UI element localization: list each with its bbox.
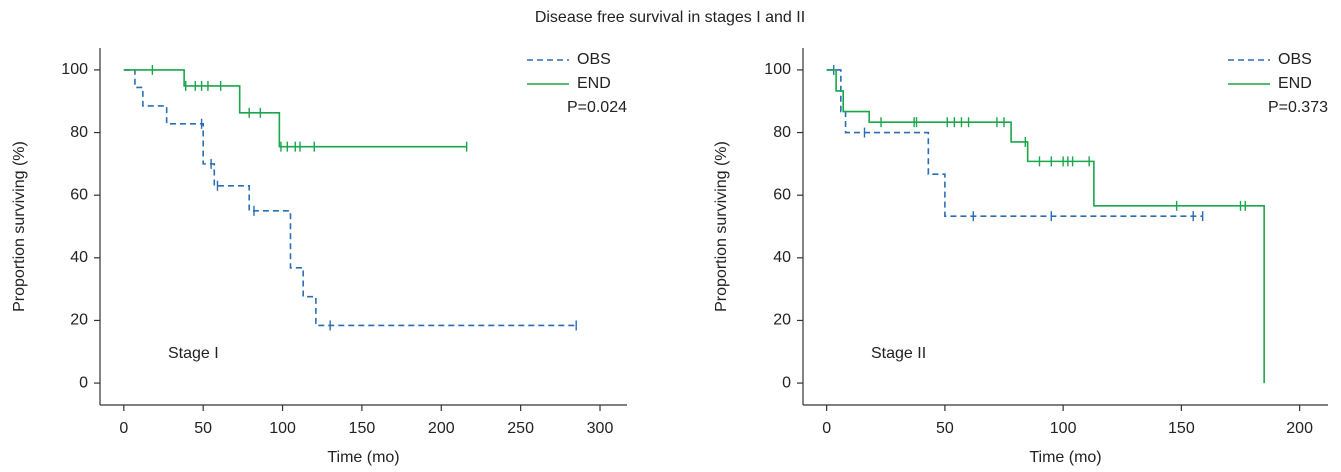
x-tick-label: 250 [507,420,534,437]
y-tick-label: 80 [773,124,791,141]
legend-label: OBS [577,51,611,68]
survival-curve [123,69,467,148]
survival-curve [123,69,577,327]
x-tick-label: 150 [349,420,376,437]
y-axis-label: Proportion surviving (%) [713,141,730,312]
x-tick-label: 0 [119,420,128,437]
x-tick-label: 200 [1286,420,1313,437]
legend-label: OBS [1278,51,1312,68]
panel-label: Stage I [168,345,219,362]
y-tick-label: 0 [79,374,88,391]
y-tick-label: 40 [773,249,791,266]
legend-label: END [577,75,611,92]
x-tick-label: 100 [269,420,296,437]
panel-label: Stage II [871,345,926,362]
y-tick-label: 100 [764,61,791,78]
survival-curve [826,69,1265,384]
y-axis-label: Proportion surviving (%) [11,141,28,312]
x-tick-label: 0 [822,420,831,437]
x-tick-label: 50 [936,420,954,437]
x-axis-label: Time (mo) [327,449,399,466]
survival-curve [826,69,1203,217]
x-tick-label: 200 [428,420,455,437]
y-tick-label: 20 [773,312,791,329]
y-tick-label: 60 [773,186,791,203]
y-tick-label: 60 [70,186,88,203]
p-value: P=0.024 [567,99,627,116]
y-tick-label: 0 [782,374,791,391]
y-tick-label: 100 [61,61,88,78]
legend-label: END [1278,75,1312,92]
p-value: P=0.373 [1268,99,1328,116]
x-axis-label: Time (mo) [1029,449,1101,466]
x-tick-label: 50 [194,420,212,437]
y-tick-label: 40 [70,249,88,266]
y-tick-label: 80 [70,124,88,141]
x-tick-label: 150 [1168,420,1195,437]
x-tick-label: 300 [587,420,614,437]
x-tick-label: 100 [1050,420,1077,437]
y-tick-label: 20 [70,312,88,329]
figure-title: Disease free survival in stages I and II [535,9,805,26]
